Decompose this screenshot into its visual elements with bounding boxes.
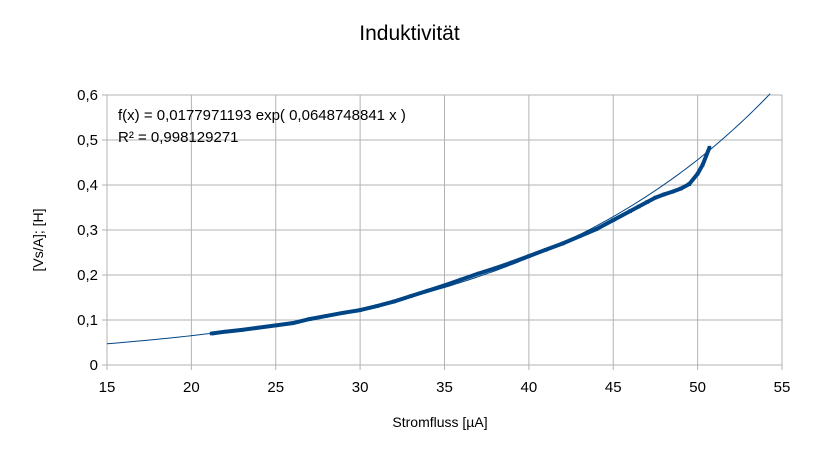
data-point: [594, 227, 599, 231]
data-point: [560, 241, 565, 246]
data-point: [290, 321, 295, 325]
trendline-r-squared: R² = 0,998129271: [118, 129, 239, 146]
data-point: [459, 277, 464, 282]
data-point: [707, 145, 712, 150]
data-point: [653, 195, 658, 200]
data-point: [223, 329, 227, 334]
data-point: [273, 323, 278, 328]
axes: [102, 94, 783, 370]
data-point: [645, 200, 649, 204]
y-tick-label: 0: [90, 357, 98, 374]
data-series-line: [211, 146, 712, 336]
y-tick-label: 0,2: [77, 267, 98, 284]
data-point: [493, 266, 497, 271]
x-axis-label: Stromfluss [µA]: [392, 414, 488, 430]
data-point: [687, 182, 691, 186]
x-tick-label: 15: [99, 379, 116, 396]
data-point: [636, 204, 641, 209]
x-tick-label: 55: [774, 379, 791, 396]
data-point: [670, 189, 675, 194]
data-point: [240, 328, 244, 332]
data-point: [628, 209, 632, 213]
x-tick-label: 35: [436, 379, 453, 396]
y-tick-label: 0,4: [77, 177, 98, 194]
x-tick-label: 45: [605, 379, 622, 396]
data-point: [678, 186, 683, 191]
x-tick-label: 40: [521, 379, 538, 396]
y-tick-label: 0,5: [77, 132, 98, 149]
x-tick-label: 30: [352, 379, 369, 396]
data-point: [209, 331, 214, 336]
data-point: [425, 288, 430, 293]
data-point: [392, 299, 396, 304]
data-point: [442, 283, 447, 288]
data-point: [527, 254, 531, 258]
x-tick-label: 25: [267, 379, 284, 396]
x-tick-label: 20: [183, 379, 200, 396]
data-point: [408, 294, 413, 298]
x-tick-label: 50: [689, 379, 706, 396]
trendline-equation: f(x) = 0,0177971193 exp( 0,0648748841 x …: [118, 107, 406, 124]
data-point: [324, 314, 329, 318]
data-point: [543, 248, 548, 252]
y-tick-labels: 0 0,1 0,2 0,3 0,4 0,5 0,6: [77, 87, 98, 374]
data-point: [375, 304, 379, 308]
data-point: [341, 311, 346, 315]
data-point: [476, 271, 481, 276]
data-point: [307, 317, 312, 321]
chart-title: Induktivität: [359, 22, 460, 45]
data-point: [611, 218, 616, 222]
data-point: [510, 260, 514, 265]
y-tick-label: 0,6: [77, 87, 98, 104]
data-point: [577, 234, 582, 239]
data-point: [700, 162, 705, 167]
y-tick-label: 0,3: [77, 222, 98, 239]
data-point: [358, 308, 362, 312]
y-tick-label: 0,1: [77, 312, 98, 329]
data-point: [257, 325, 261, 330]
data-points: [209, 145, 712, 336]
x-tick-labels: 15 20 25 30 35 40 45 50 55: [99, 379, 791, 396]
data-point: [695, 171, 700, 176]
data-point: [662, 192, 666, 197]
